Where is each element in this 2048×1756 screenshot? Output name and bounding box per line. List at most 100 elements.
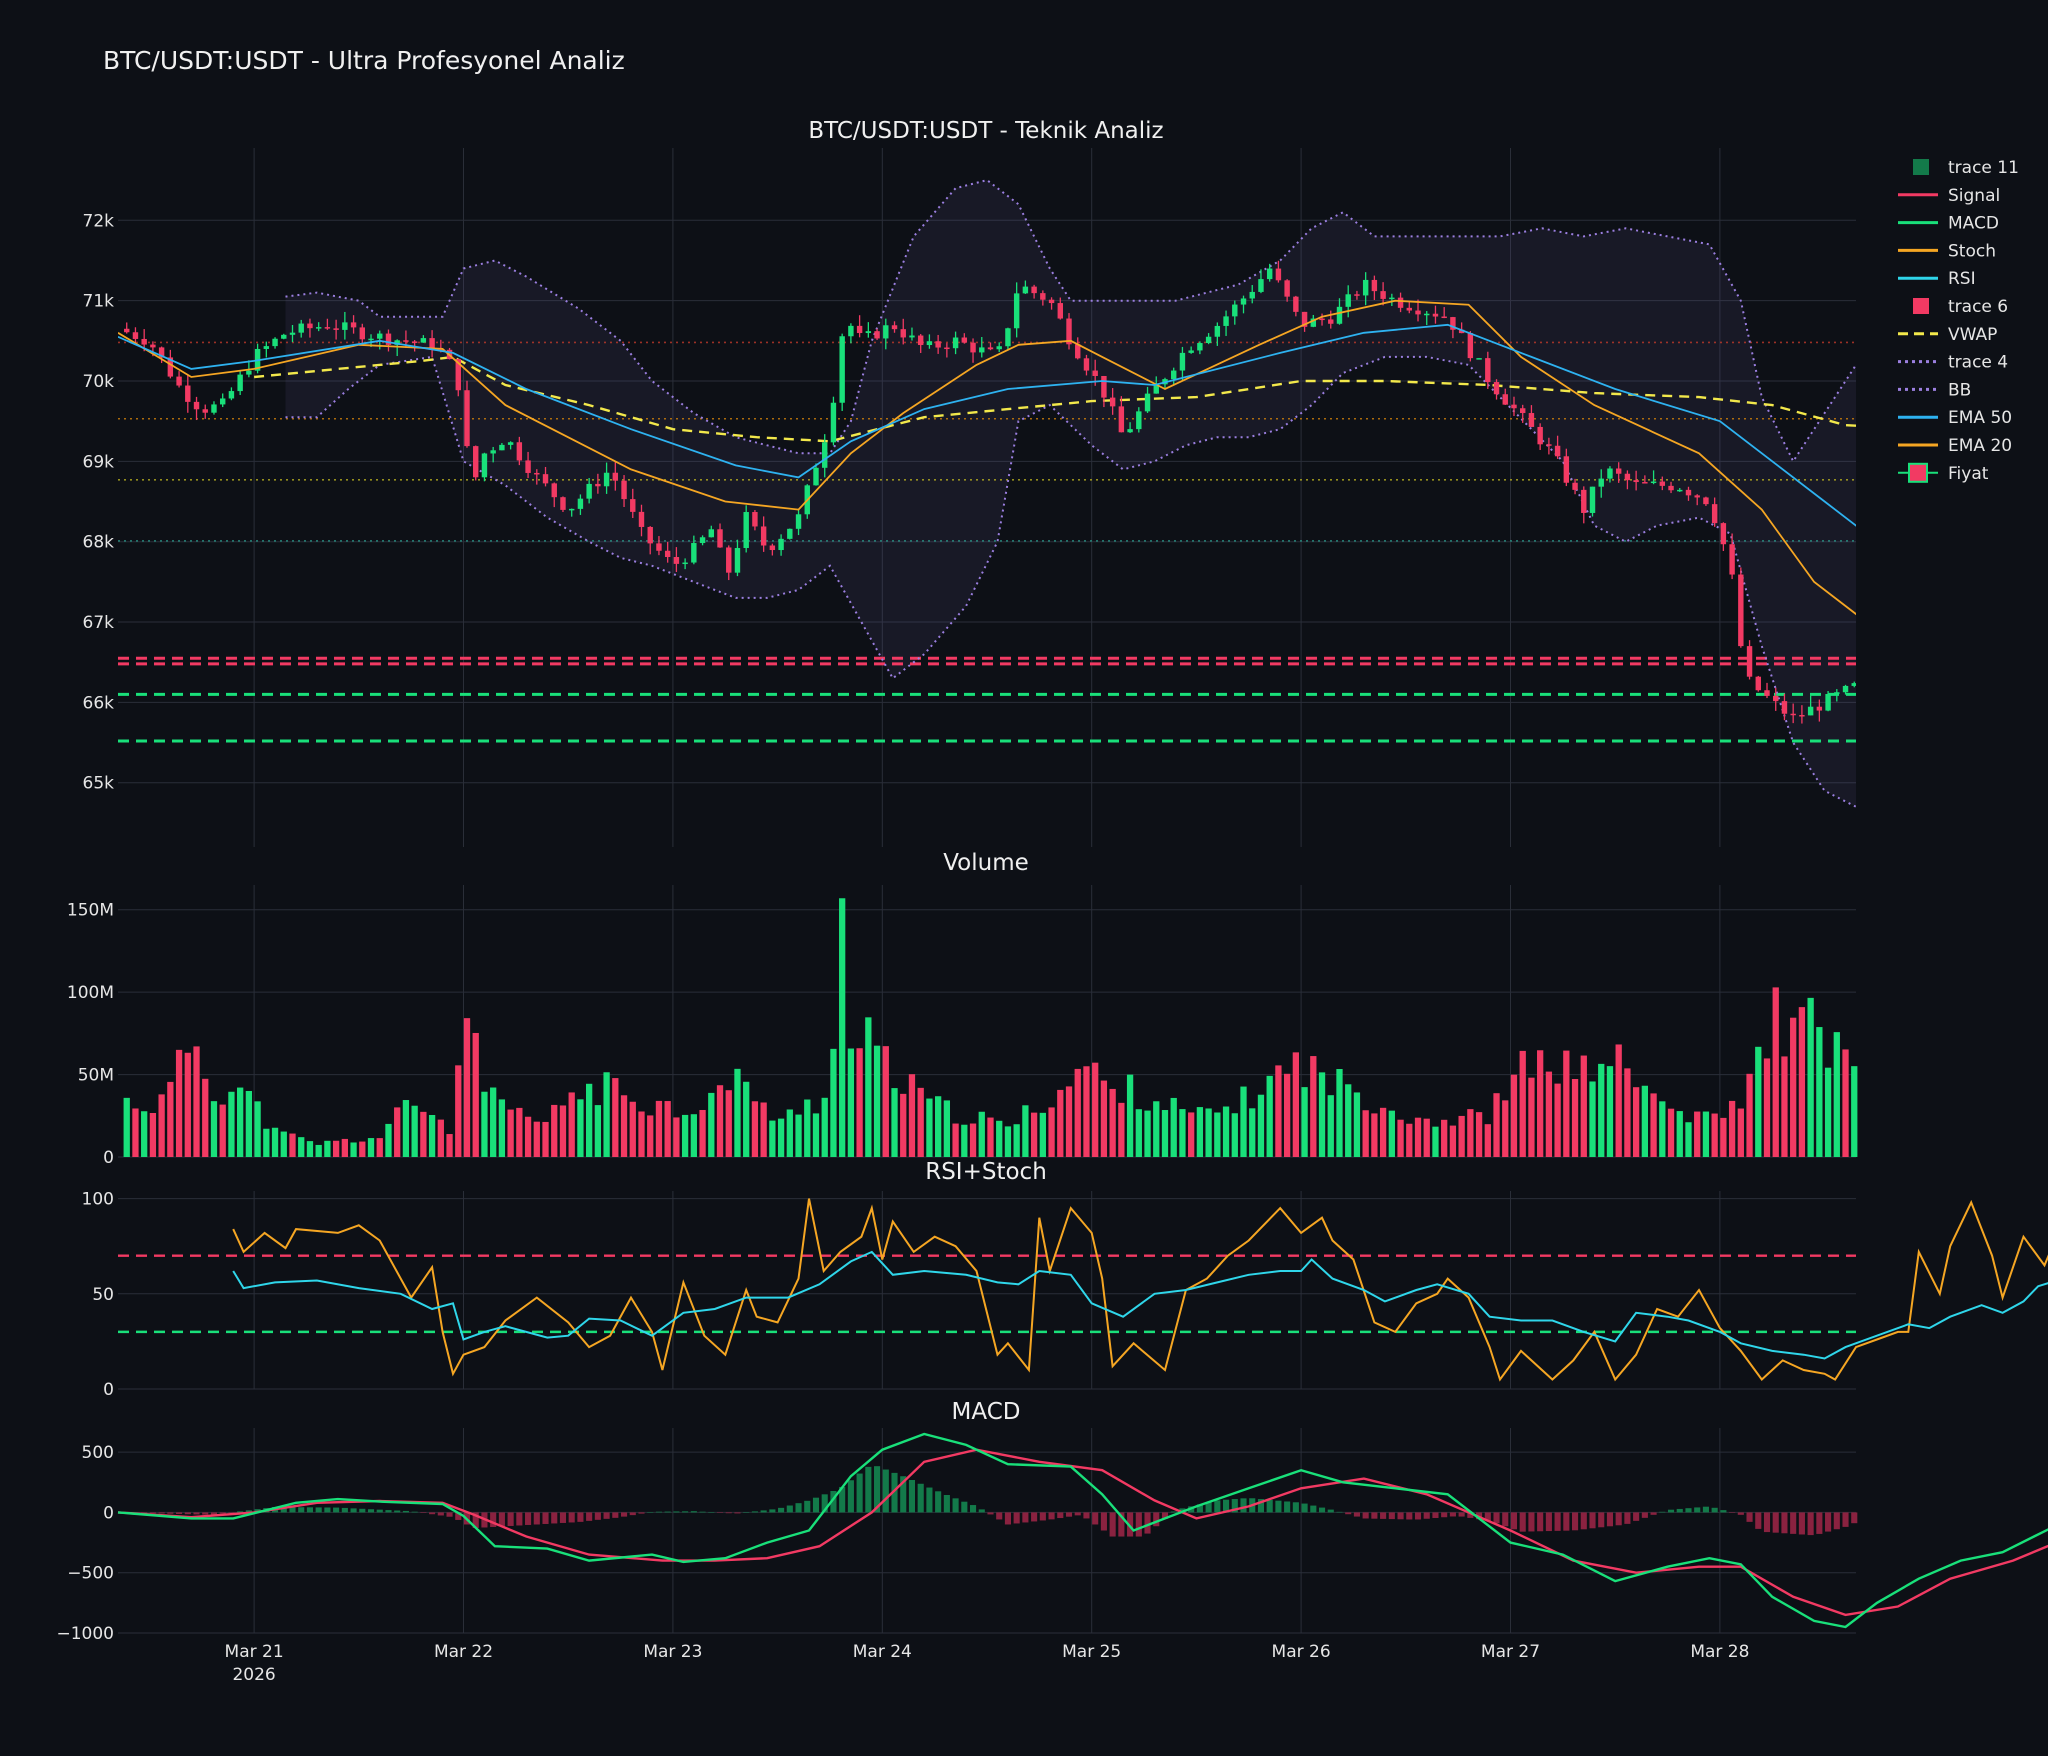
volume-bar (1676, 1111, 1683, 1157)
volume-bar (1545, 1071, 1553, 1157)
candle-body (647, 526, 653, 544)
candle-body (1127, 429, 1133, 433)
volume-bar (804, 1099, 811, 1157)
macd-histogram-bar (1301, 1503, 1308, 1513)
candle-body (1406, 307, 1412, 311)
volume-bar (1851, 1066, 1858, 1157)
candle-body (1092, 370, 1098, 376)
macd-histogram-bar (1667, 1509, 1675, 1513)
macd-histogram-bar (568, 1512, 575, 1523)
candle-body (717, 529, 723, 548)
macd-line (117, 1432, 2048, 1629)
macd-histogram-bar (603, 1512, 610, 1519)
candle-body (691, 543, 697, 563)
volume-bar (1598, 1063, 1605, 1157)
volume-bar (1816, 1027, 1823, 1157)
volume-bar (1790, 1017, 1797, 1157)
macd-histogram-bar (1275, 1500, 1282, 1513)
candle-body (891, 325, 898, 330)
volume-bar (952, 1123, 959, 1157)
volume-bar (1170, 1097, 1177, 1157)
macd-histogram-bar (673, 1511, 680, 1513)
macd-panel-title: MACD (952, 1399, 1021, 1425)
volume-bar (821, 1097, 828, 1157)
volume-bar (620, 1095, 628, 1157)
candle-body (1118, 406, 1125, 433)
volume-bar (1728, 1100, 1736, 1157)
volume-bar (1397, 1119, 1404, 1157)
macd-histogram-bar (1502, 1512, 1509, 1527)
candle-body (1729, 544, 1735, 575)
volume-bar (900, 1093, 907, 1157)
legend-label: trace 4 (1948, 353, 2008, 373)
macd-histogram-bar (1842, 1512, 1849, 1527)
volume-bar (681, 1114, 689, 1157)
macd-histogram-bar (210, 1512, 218, 1515)
volume-bar (1118, 1102, 1125, 1157)
volume-bar (315, 1144, 322, 1157)
macd-histogram-bar (647, 1512, 654, 1513)
volume-bar (1065, 1086, 1073, 1157)
macd-histogram-bar (655, 1511, 663, 1513)
macd-histogram-bar (420, 1512, 427, 1513)
volume-bar (865, 1017, 872, 1157)
candle-body (1642, 482, 1648, 484)
volume-bar (1048, 1107, 1055, 1157)
volume-bar (158, 1094, 165, 1157)
volume-bar (1153, 1101, 1160, 1157)
macd-histogram-bar (847, 1480, 854, 1513)
volume-bar (1327, 1095, 1334, 1157)
macd-histogram-bar (1572, 1512, 1579, 1531)
macd-histogram-bar (1685, 1508, 1692, 1513)
macd-histogram-bar (1606, 1512, 1614, 1527)
volume-bar (1842, 1049, 1849, 1157)
macd-histogram-bar (1310, 1505, 1317, 1513)
rsi-tick-label: 100 (82, 1190, 114, 1210)
volume-bar (1406, 1123, 1413, 1157)
volume-bar (1632, 1087, 1640, 1157)
macd-histogram-bar (891, 1472, 898, 1513)
candle-body (1450, 317, 1456, 330)
candle-body (534, 472, 540, 475)
macd-histogram-bar (1004, 1512, 1011, 1525)
macd-histogram-bar (856, 1473, 863, 1513)
legend-label: Signal (1948, 186, 2000, 206)
candle-body (1188, 350, 1194, 353)
macd-histogram-bar (1729, 1512, 1736, 1513)
volume-bar (263, 1128, 270, 1157)
macd-histogram-bar (533, 1512, 540, 1525)
volume-tick-label: 0 (103, 1148, 114, 1168)
macd-histogram-bar (1257, 1499, 1265, 1513)
candle-body (795, 514, 802, 529)
candle-body (1275, 268, 1282, 281)
macd-histogram-bar (1449, 1512, 1456, 1517)
candle-body (1851, 683, 1856, 686)
candle-body (1179, 352, 1186, 371)
candle-body (385, 333, 392, 345)
volume-bar (1720, 1117, 1727, 1157)
candle-body (1293, 296, 1299, 312)
candle-body (996, 346, 1002, 350)
candle-body (656, 543, 662, 551)
candle-body (1109, 397, 1116, 407)
macd-histogram-bar (1153, 1512, 1160, 1527)
candle-body (734, 548, 741, 573)
candle-body (1633, 480, 1639, 483)
rsi-line (232, 1250, 2048, 1360)
volume-panel (123, 898, 1858, 1157)
volume-bar (1318, 1072, 1326, 1157)
macd-histogram-bar (638, 1512, 645, 1514)
volume-bar (1257, 1094, 1265, 1157)
macd-histogram-bar (1825, 1512, 1832, 1532)
candle-body (1232, 304, 1238, 317)
candle-body (1136, 411, 1142, 430)
macd-histogram-bar (1641, 1512, 1648, 1518)
volume-bar (559, 1105, 567, 1157)
volume-bar (551, 1104, 558, 1157)
volume-bar (873, 1045, 881, 1157)
volume-bar (1737, 1108, 1744, 1157)
legend-label: VWAP (1948, 325, 1997, 345)
macd-histogram-bar (804, 1500, 811, 1513)
volume-bar (289, 1133, 296, 1157)
candle-body (743, 512, 749, 549)
